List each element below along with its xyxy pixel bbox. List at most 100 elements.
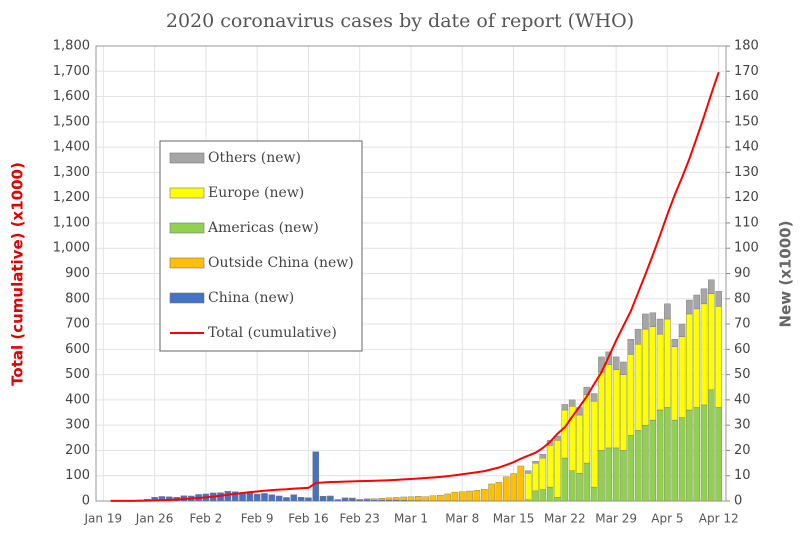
y2-tick-label: 140 (734, 140, 759, 155)
y-tick-label: 1,700 (53, 64, 90, 79)
legend-label: Europe (new) (208, 185, 304, 201)
bar (253, 493, 261, 502)
y2-tick-label: 40 (734, 392, 751, 407)
y-tick-label: 900 (65, 266, 90, 281)
bar (261, 493, 268, 502)
bar (590, 400, 598, 488)
bar (715, 407, 722, 502)
bar (305, 497, 312, 502)
legend-label: China (new) (208, 290, 294, 306)
bar (532, 462, 539, 492)
x-tick-label: Feb 23 (340, 512, 380, 526)
x-tick-label: Mar 8 (445, 512, 479, 526)
bar (546, 445, 554, 488)
bar (656, 333, 664, 411)
bar (612, 356, 620, 370)
y-tick-label: 300 (65, 418, 90, 433)
bar (349, 498, 356, 502)
y-tick-label: 100 (65, 468, 90, 483)
bar (341, 498, 349, 502)
bar (510, 473, 517, 502)
bar (480, 489, 488, 502)
y-tick-label: 200 (65, 443, 90, 458)
bar (656, 318, 664, 335)
bar (407, 496, 415, 501)
x-tick-label: Mar 15 (493, 512, 535, 526)
bar (268, 494, 276, 502)
y2-tick-label: 90 (734, 266, 751, 281)
bar (451, 491, 459, 501)
bar (290, 494, 298, 502)
bar (546, 486, 554, 502)
y-tick-label: 400 (65, 392, 90, 407)
bar (634, 328, 642, 345)
bar (715, 306, 722, 408)
bar (341, 497, 349, 499)
bar (693, 407, 700, 502)
y-tick-label: 1,500 (53, 114, 90, 129)
bar (576, 472, 583, 502)
bar (437, 494, 444, 501)
bar (561, 409, 569, 459)
y2-tick-label: 120 (734, 190, 759, 205)
y2-tick-label: 150 (734, 114, 759, 129)
bar (363, 499, 371, 502)
bar (393, 497, 400, 501)
bar (715, 290, 722, 307)
bar (561, 404, 569, 411)
bar (642, 424, 649, 502)
bar (671, 346, 678, 421)
y2-tick-label: 170 (734, 64, 759, 79)
bar (664, 318, 671, 408)
x-tick-label: Apr 12 (699, 512, 739, 526)
y2-tick-label: 80 (734, 291, 751, 306)
bar (590, 393, 598, 402)
y-tick-label: 700 (65, 317, 90, 332)
legend-label: Outside China (new) (208, 255, 354, 271)
legend-box (159, 140, 363, 352)
bar (576, 414, 583, 474)
y2-axis-title: New (x1000) (777, 221, 795, 328)
y-tick-label: 1,400 (53, 140, 90, 155)
y2-tick-label: 110 (734, 215, 759, 230)
bar (627, 339, 635, 355)
bar (539, 454, 547, 459)
bar (327, 495, 334, 502)
legend-swatch (169, 292, 205, 304)
legend-label: Americas (new) (207, 220, 319, 236)
y2-tick-label: 60 (734, 342, 751, 357)
bar (415, 495, 422, 501)
bar (700, 288, 708, 305)
bar (371, 498, 378, 501)
bar (466, 490, 473, 502)
bar (524, 470, 532, 474)
bar (664, 303, 671, 320)
bar (568, 399, 576, 407)
bar (671, 419, 678, 502)
bar (473, 490, 481, 502)
y2-tick-label: 10 (734, 468, 751, 483)
bar (708, 293, 715, 390)
y-tick-label: 500 (65, 367, 90, 382)
legend-swatch (169, 257, 205, 269)
bar (612, 447, 620, 502)
bar (612, 369, 620, 449)
y-tick-label: 800 (65, 291, 90, 306)
bar (598, 450, 605, 502)
x-tick-label: Feb 2 (190, 512, 223, 526)
bar (649, 312, 657, 327)
x-tick-label: Feb 16 (288, 512, 328, 526)
bar (488, 483, 495, 502)
bar (524, 472, 532, 500)
bar (693, 308, 700, 408)
bar (590, 486, 598, 502)
bar (678, 323, 686, 337)
chart-title: 2020 coronavirus cases by date of report… (166, 10, 634, 32)
y-tick-label: 1,800 (53, 39, 90, 54)
bar (649, 419, 657, 502)
bar (532, 461, 539, 464)
y2-tick-label: 0 (734, 494, 742, 509)
x-tick-label: Mar 22 (544, 512, 586, 526)
bar (444, 493, 451, 501)
bar (708, 389, 715, 502)
